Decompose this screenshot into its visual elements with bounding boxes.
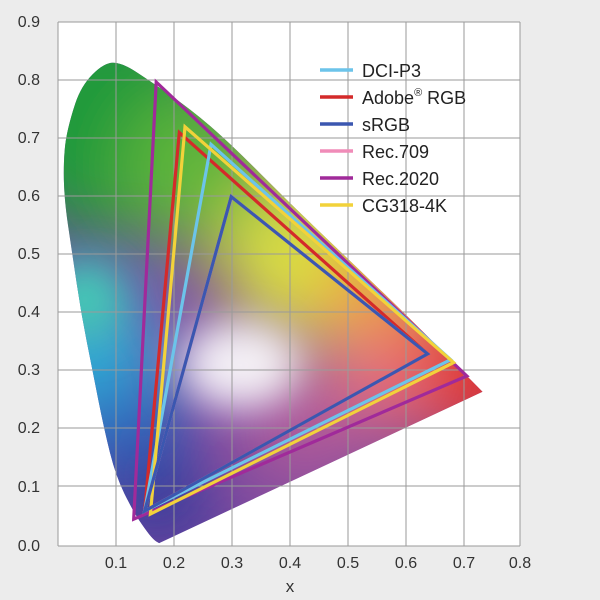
legend-label-cg318-4k: CG318-4K — [362, 196, 447, 216]
x-tick-label: 0.7 — [453, 555, 475, 572]
y-tick-label: 0.4 — [18, 304, 40, 321]
gamut-dci-p3 — [142, 141, 454, 514]
y-tick-label: 0.2 — [18, 420, 40, 437]
x-axis: 0.1 0.2 0.3 0.4 0.5 0.6 0.7 0.8 x — [105, 555, 531, 596]
y-tick-label: 0.0 — [18, 538, 40, 555]
y-tick-label: 0.6 — [18, 188, 40, 205]
x-tick-label: 0.5 — [337, 555, 359, 572]
x-axis-label: x — [286, 577, 295, 596]
legend: DCI-P3 Adobe® RGB sRGB Rec.709 Rec.2020 … — [320, 61, 466, 216]
x-tick-label: 0.6 — [395, 555, 417, 572]
y-tick-label: 0.7 — [18, 130, 40, 147]
legend-label-srgb: sRGB — [362, 115, 410, 135]
x-tick-label: 0.3 — [221, 555, 243, 572]
y-tick-label: 0.9 — [18, 14, 40, 31]
x-tick-label: 0.1 — [105, 555, 127, 572]
x-tick-label: 0.8 — [509, 555, 531, 572]
x-tick-label: 0.4 — [279, 555, 301, 572]
y-tick-label: 0.1 — [18, 479, 40, 496]
legend-label-rec2020: Rec.2020 — [362, 169, 439, 189]
y-tick-label: 0.8 — [18, 72, 40, 89]
gamut-rec-2020 — [131, 78, 470, 522]
legend-label-adobe-rgb: Adobe® RGB — [362, 87, 466, 108]
y-tick-label: 0.5 — [18, 246, 40, 263]
gamut-srgb — [142, 193, 431, 515]
legend-label-rec709: Rec.709 — [362, 142, 429, 162]
x-tick-label: 0.2 — [163, 555, 185, 572]
gamut-cg318-4k — [148, 123, 457, 517]
y-tick-label: 0.3 — [18, 362, 40, 379]
legend-label-dci-p3: DCI-P3 — [362, 61, 421, 81]
y-axis: 0.0 0.1 0.2 0.3 0.4 0.5 0.6 0.7 0.8 0.9 — [18, 14, 40, 555]
gamut-triangles — [131, 78, 470, 522]
